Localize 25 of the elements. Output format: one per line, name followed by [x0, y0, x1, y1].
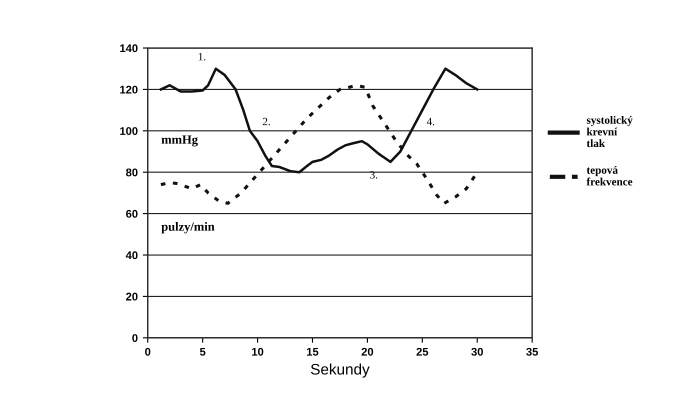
annotation: 1.	[198, 52, 206, 60]
x-tick-label: 35	[526, 348, 538, 356]
x-tick-label: 15	[307, 348, 318, 356]
legend-label: tepová frekvence	[586, 166, 632, 186]
x-tick-label: 25	[416, 348, 428, 356]
y-tick-label: 100	[120, 127, 138, 135]
x-tick-label: 5	[200, 348, 206, 356]
x-tick-label: 30	[471, 348, 483, 356]
annotation: 4.	[426, 118, 434, 126]
y-tick-label: 120	[120, 86, 138, 94]
y-tick-label: 20	[126, 292, 138, 301]
y-tick-label: 80	[126, 168, 138, 176]
annotation: pulzy/min	[161, 222, 214, 234]
annotation: 3.	[370, 171, 378, 179]
x-tick-label: 10	[252, 348, 264, 356]
x-tick-label: 20	[362, 348, 374, 356]
y-tick-label: 40	[126, 251, 138, 260]
x-tick-label: 0	[145, 348, 150, 356]
annotation: mmHg	[162, 135, 198, 146]
y-tick-label: 60	[126, 210, 138, 218]
x-axis-title: Sekundy	[310, 363, 370, 378]
y-tick-label: 140	[120, 44, 138, 52]
legend-label: systolický krevní tlak	[586, 116, 633, 148]
y-tick-label: 0	[132, 334, 138, 342]
annotation: 2.	[262, 118, 270, 126]
